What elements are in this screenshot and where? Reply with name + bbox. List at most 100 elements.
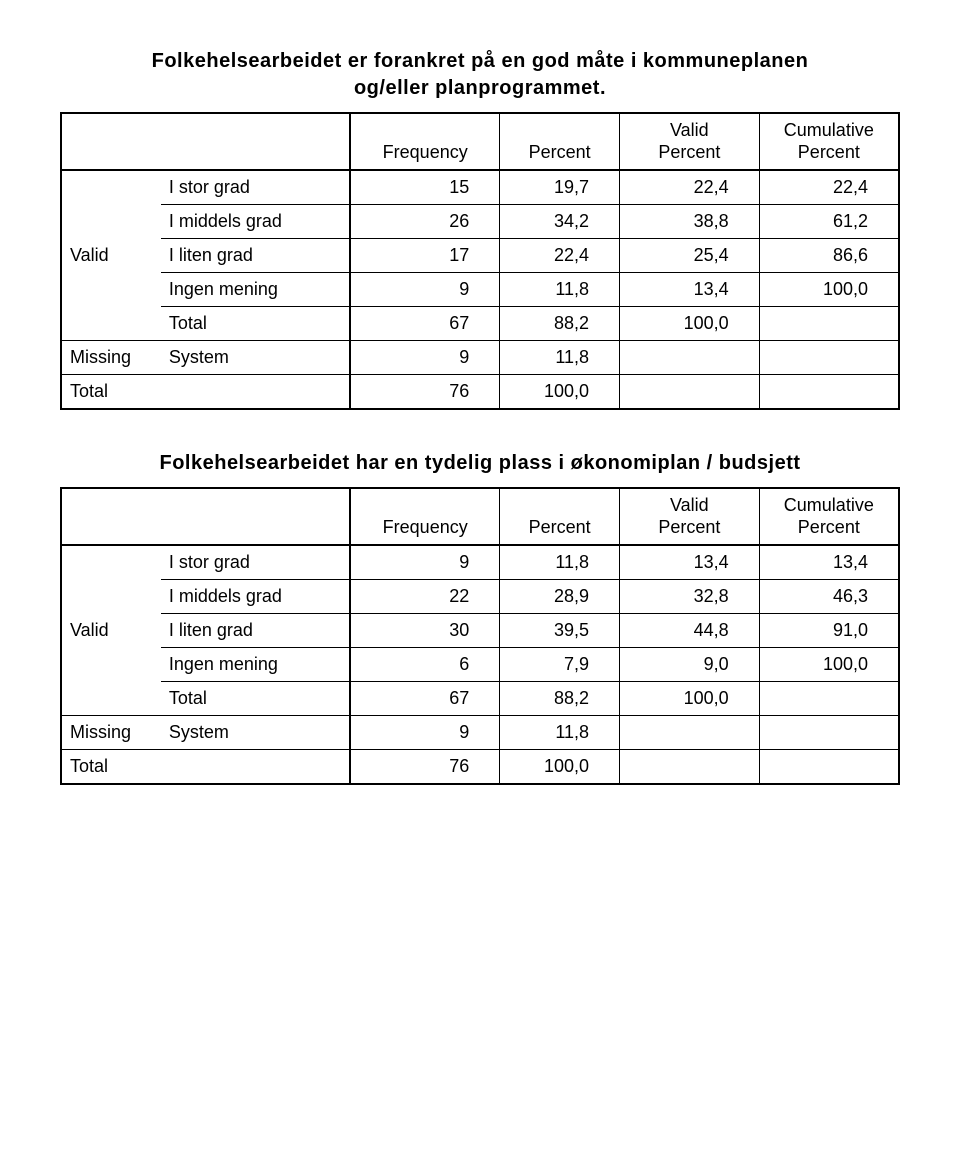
cell-pct: 34,2 — [500, 205, 620, 239]
cell-freq: 76 — [350, 750, 500, 785]
col-cum-percent: Cumulative Percent — [759, 488, 899, 545]
cell-cpct: 91,0 — [759, 614, 899, 648]
table-row: I middels grad 26 34,2 38,8 61,2 — [61, 205, 899, 239]
cell-pct: 100,0 — [500, 375, 620, 410]
table-row: Ingen mening 9 11,8 13,4 100,0 — [61, 273, 899, 307]
col-valid-percent-l2: Percent — [658, 142, 720, 162]
table-row: I liten grad 17 22,4 25,4 86,6 — [61, 239, 899, 273]
cell-blank — [620, 750, 760, 785]
cell-freq: 22 — [350, 580, 500, 614]
cell-pct: 22,4 — [500, 239, 620, 273]
row-label: I liten grad — [161, 239, 350, 273]
cell-pct: 88,2 — [500, 682, 620, 716]
cell-vpct: 44,8 — [620, 614, 760, 648]
group-valid: Valid — [61, 545, 161, 716]
cell-vpct: 22,4 — [620, 170, 760, 205]
table-row: Total 76 100,0 — [61, 375, 899, 410]
row-label: I stor grad — [161, 170, 350, 205]
col-cum-percent-l1: Cumulative — [784, 495, 874, 515]
group-total: Total — [61, 375, 350, 410]
cell-freq: 9 — [350, 273, 500, 307]
col-cum-percent-l2: Percent — [798, 142, 860, 162]
table-row: Total 67 88,2 100,0 — [61, 682, 899, 716]
col-percent: Percent — [500, 488, 620, 545]
col-valid-percent: Valid Percent — [620, 113, 760, 170]
cell-cpct: 100,0 — [759, 273, 899, 307]
table1-header-blank — [61, 113, 350, 170]
col-frequency: Frequency — [350, 488, 500, 545]
cell-blank — [620, 375, 760, 410]
col-valid-percent-l2: Percent — [658, 517, 720, 537]
cell-vpct: 100,0 — [620, 682, 760, 716]
table1-title-line2: og/eller planprogrammet. — [354, 77, 606, 99]
row-system: System — [161, 341, 350, 375]
table2-header-blank — [61, 488, 350, 545]
cell-pct: 11,8 — [500, 545, 620, 580]
table-row: Total 67 88,2 100,0 — [61, 307, 899, 341]
cell-cpct: 86,6 — [759, 239, 899, 273]
cell-pct: 88,2 — [500, 307, 620, 341]
cell-pct: 7,9 — [500, 648, 620, 682]
cell-pct: 11,8 — [500, 341, 620, 375]
table1-title: Folkehelsearbeidet er forankret på en go… — [70, 48, 890, 102]
row-label: Ingen mening — [161, 273, 350, 307]
cell-pct: 19,7 — [500, 170, 620, 205]
cell-freq: 6 — [350, 648, 500, 682]
row-system: System — [161, 716, 350, 750]
table-row: Missing System 9 11,8 — [61, 716, 899, 750]
cell-vpct: 25,4 — [620, 239, 760, 273]
table2: Frequency Percent Valid Percent Cumulati… — [60, 487, 900, 785]
cell-pct: 11,8 — [500, 273, 620, 307]
table1-header-row: Frequency Percent Valid Percent Cumulati… — [61, 113, 899, 170]
cell-pct: 11,8 — [500, 716, 620, 750]
cell-blank — [759, 682, 899, 716]
cell-freq: 67 — [350, 307, 500, 341]
table1: Frequency Percent Valid Percent Cumulati… — [60, 112, 900, 410]
table-row: Ingen mening 6 7,9 9,0 100,0 — [61, 648, 899, 682]
row-subtotal: Total — [161, 307, 350, 341]
cell-cpct: 46,3 — [759, 580, 899, 614]
cell-blank — [759, 307, 899, 341]
cell-vpct: 32,8 — [620, 580, 760, 614]
cell-vpct: 100,0 — [620, 307, 760, 341]
cell-cpct: 13,4 — [759, 545, 899, 580]
group-total: Total — [61, 750, 350, 785]
group-missing: Missing — [61, 341, 161, 375]
table-row: Valid I stor grad 9 11,8 13,4 13,4 — [61, 545, 899, 580]
table-row: Missing System 9 11,8 — [61, 341, 899, 375]
col-valid-percent-l1: Valid — [670, 495, 709, 515]
cell-freq: 15 — [350, 170, 500, 205]
cell-vpct: 38,8 — [620, 205, 760, 239]
cell-cpct: 100,0 — [759, 648, 899, 682]
row-label: I middels grad — [161, 205, 350, 239]
table1-title-line1: Folkehelsearbeidet er forankret på en go… — [152, 50, 809, 72]
cell-vpct: 13,4 — [620, 545, 760, 580]
col-frequency: Frequency — [350, 113, 500, 170]
cell-pct: 28,9 — [500, 580, 620, 614]
col-percent: Percent — [500, 113, 620, 170]
cell-cpct: 22,4 — [759, 170, 899, 205]
col-cum-percent-l2: Percent — [798, 517, 860, 537]
table2-header-row: Frequency Percent Valid Percent Cumulati… — [61, 488, 899, 545]
table-row: Valid I stor grad 15 19,7 22,4 22,4 — [61, 170, 899, 205]
cell-pct: 39,5 — [500, 614, 620, 648]
cell-freq: 76 — [350, 375, 500, 410]
cell-blank — [620, 716, 760, 750]
row-subtotal: Total — [161, 682, 350, 716]
cell-cpct: 61,2 — [759, 205, 899, 239]
col-valid-percent: Valid Percent — [620, 488, 760, 545]
col-cum-percent-l1: Cumulative — [784, 120, 874, 140]
page: Folkehelsearbeidet er forankret på en go… — [0, 0, 960, 855]
cell-blank — [759, 341, 899, 375]
table-row: Total 76 100,0 — [61, 750, 899, 785]
group-missing: Missing — [61, 716, 161, 750]
cell-blank — [759, 750, 899, 785]
cell-freq: 9 — [350, 716, 500, 750]
row-label: I middels grad — [161, 580, 350, 614]
cell-freq: 9 — [350, 341, 500, 375]
cell-freq: 26 — [350, 205, 500, 239]
col-valid-percent-l1: Valid — [670, 120, 709, 140]
cell-pct: 100,0 — [500, 750, 620, 785]
cell-blank — [759, 375, 899, 410]
cell-freq: 67 — [350, 682, 500, 716]
